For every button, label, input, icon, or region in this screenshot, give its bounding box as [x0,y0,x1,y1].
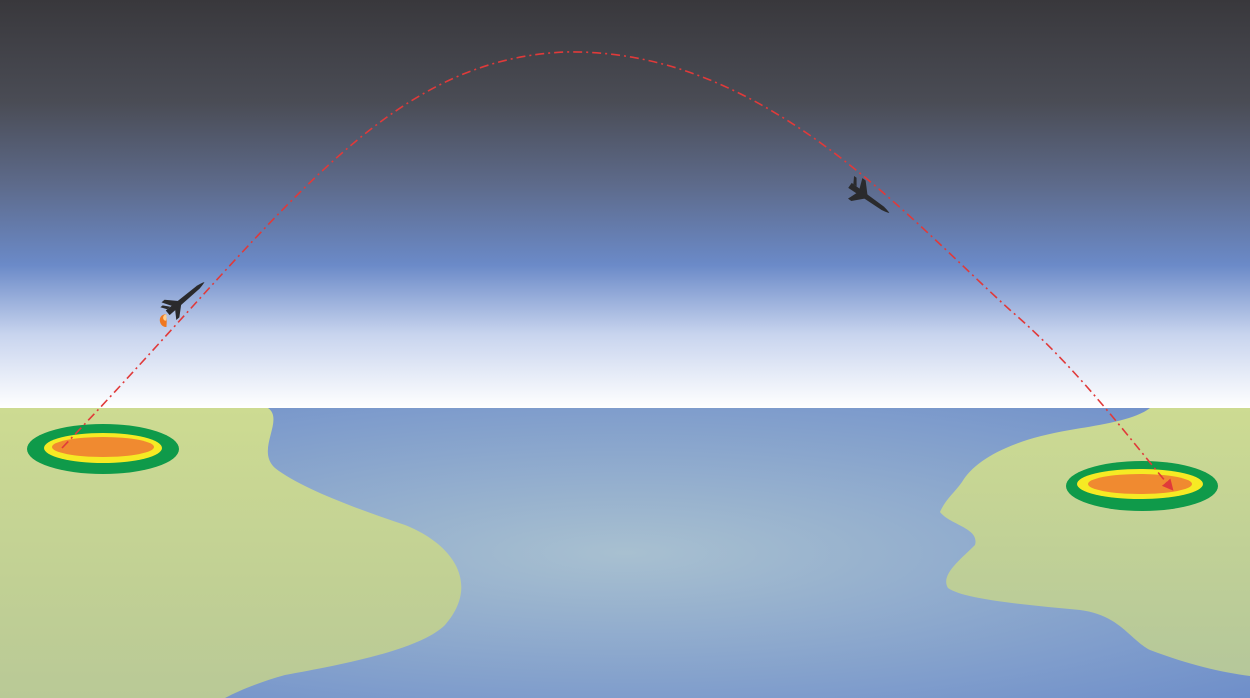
landing-zone [1066,461,1218,511]
launch-zone [27,424,179,474]
flight-trajectory [61,51,1174,491]
ascending-space-plane-icon [159,282,205,327]
sky [0,0,1250,408]
left-landmass [0,408,462,698]
descending-space-plane-icon [848,176,890,213]
